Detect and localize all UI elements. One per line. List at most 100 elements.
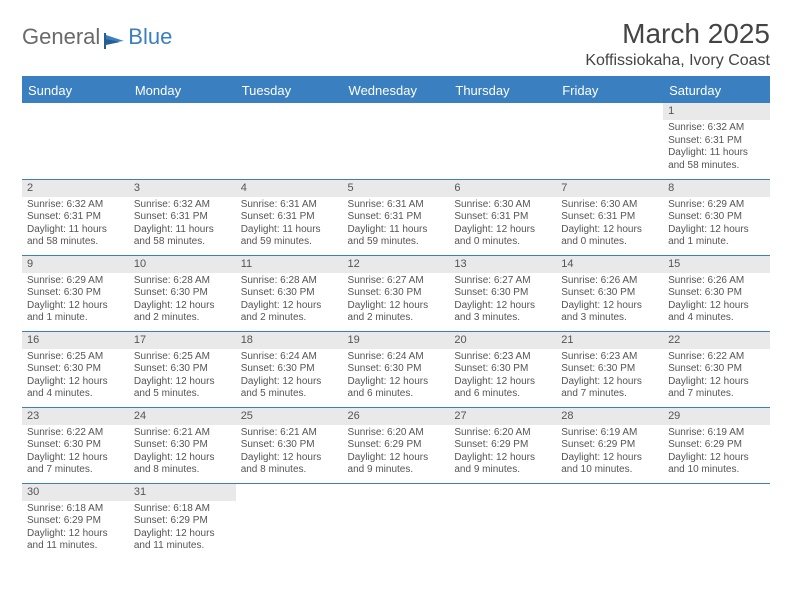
day-content: Sunrise: 6:18 AMSunset: 6:29 PMDaylight:… [129,501,236,556]
day-number: 24 [129,408,236,425]
day-content: Sunrise: 6:32 AMSunset: 6:31 PMDaylight:… [129,197,236,252]
calendar-cell: 1Sunrise: 6:32 AMSunset: 6:31 PMDaylight… [663,103,770,179]
day-content: Sunrise: 6:31 AMSunset: 6:31 PMDaylight:… [236,197,343,252]
day-line: Daylight: 12 hours and 1 minute. [668,224,765,249]
day-line: Daylight: 11 hours and 59 minutes. [241,224,338,249]
calendar-cell [449,103,556,179]
day-content: Sunrise: 6:27 AMSunset: 6:30 PMDaylight:… [343,273,450,328]
calendar-cell: 6Sunrise: 6:30 AMSunset: 6:31 PMDaylight… [449,179,556,255]
calendar-cell: 26Sunrise: 6:20 AMSunset: 6:29 PMDayligh… [343,407,450,483]
day-content [556,107,663,112]
calendar-cell: 16Sunrise: 6:25 AMSunset: 6:30 PMDayligh… [22,331,129,407]
day-line: Daylight: 12 hours and 3 minutes. [561,300,658,325]
day-content: Sunrise: 6:30 AMSunset: 6:31 PMDaylight:… [449,197,556,252]
day-line: Sunset: 6:29 PM [27,515,124,528]
day-content [556,488,663,493]
day-number: 30 [22,484,129,501]
day-line: Sunset: 6:30 PM [27,363,124,376]
calendar-cell: 4Sunrise: 6:31 AMSunset: 6:31 PMDaylight… [236,179,343,255]
day-line: Sunset: 6:29 PM [668,439,765,452]
day-line: Sunset: 6:30 PM [561,363,658,376]
day-line: Sunrise: 6:28 AM [241,275,338,288]
day-line: Sunset: 6:30 PM [134,363,231,376]
day-number: 19 [343,332,450,349]
day-number: 28 [556,408,663,425]
day-line: Sunrise: 6:29 AM [668,199,765,212]
calendar-table: SundayMondayTuesdayWednesdayThursdayFrid… [22,78,770,559]
logo-text-1: General [22,24,100,50]
day-line: Sunrise: 6:27 AM [348,275,445,288]
day-number: 21 [556,332,663,349]
day-number: 27 [449,408,556,425]
logo-flag-icon [104,29,126,45]
calendar-cell: 31Sunrise: 6:18 AMSunset: 6:29 PMDayligh… [129,483,236,559]
day-line: Daylight: 12 hours and 3 minutes. [454,300,551,325]
day-content: Sunrise: 6:19 AMSunset: 6:29 PMDaylight:… [556,425,663,480]
day-line: Daylight: 12 hours and 2 minutes. [348,300,445,325]
day-content [449,107,556,112]
calendar-cell [343,483,450,559]
day-line: Sunset: 6:31 PM [241,211,338,224]
day-line: Sunrise: 6:20 AM [454,427,551,440]
day-number: 22 [663,332,770,349]
day-line: Sunset: 6:30 PM [241,287,338,300]
day-content: Sunrise: 6:30 AMSunset: 6:31 PMDaylight:… [556,197,663,252]
weekday-header: Saturday [663,78,770,103]
day-content [663,488,770,493]
calendar-cell: 14Sunrise: 6:26 AMSunset: 6:30 PMDayligh… [556,255,663,331]
calendar-cell: 25Sunrise: 6:21 AMSunset: 6:30 PMDayligh… [236,407,343,483]
day-line: Sunset: 6:29 PM [454,439,551,452]
title-block: March 2025 Koffissiokaha, Ivory Coast [585,18,770,70]
calendar-cell: 5Sunrise: 6:31 AMSunset: 6:31 PMDaylight… [343,179,450,255]
day-line: Daylight: 12 hours and 5 minutes. [134,376,231,401]
day-content: Sunrise: 6:31 AMSunset: 6:31 PMDaylight:… [343,197,450,252]
day-line: Sunrise: 6:32 AM [668,122,765,135]
calendar-cell: 29Sunrise: 6:19 AMSunset: 6:29 PMDayligh… [663,407,770,483]
calendar-cell [236,483,343,559]
day-content: Sunrise: 6:22 AMSunset: 6:30 PMDaylight:… [663,349,770,404]
day-number: 2 [22,180,129,197]
day-line: Daylight: 12 hours and 8 minutes. [134,452,231,477]
day-content [22,107,129,112]
calendar-cell [129,103,236,179]
day-content [236,107,343,112]
day-line: Daylight: 12 hours and 8 minutes. [241,452,338,477]
day-line: Sunrise: 6:30 AM [454,199,551,212]
day-line: Daylight: 12 hours and 10 minutes. [561,452,658,477]
day-number: 14 [556,256,663,273]
day-line: Daylight: 12 hours and 7 minutes. [668,376,765,401]
day-line: Sunset: 6:31 PM [348,211,445,224]
weekday-header: Friday [556,78,663,103]
day-line: Sunrise: 6:19 AM [561,427,658,440]
day-line: Daylight: 12 hours and 9 minutes. [454,452,551,477]
day-line: Daylight: 11 hours and 58 minutes. [668,147,765,172]
day-line: Sunrise: 6:26 AM [668,275,765,288]
day-line: Daylight: 11 hours and 58 minutes. [27,224,124,249]
day-number: 8 [663,180,770,197]
day-number: 7 [556,180,663,197]
calendar-cell: 10Sunrise: 6:28 AMSunset: 6:30 PMDayligh… [129,255,236,331]
day-number: 31 [129,484,236,501]
calendar-cell [236,103,343,179]
day-content: Sunrise: 6:27 AMSunset: 6:30 PMDaylight:… [449,273,556,328]
day-line: Sunset: 6:30 PM [348,287,445,300]
day-number: 6 [449,180,556,197]
day-line: Sunset: 6:31 PM [668,135,765,148]
calendar-week-row: 1Sunrise: 6:32 AMSunset: 6:31 PMDaylight… [22,103,770,179]
day-line: Sunrise: 6:21 AM [241,427,338,440]
day-content: Sunrise: 6:26 AMSunset: 6:30 PMDaylight:… [556,273,663,328]
day-line: Daylight: 12 hours and 6 minutes. [348,376,445,401]
calendar-cell: 23Sunrise: 6:22 AMSunset: 6:30 PMDayligh… [22,407,129,483]
day-line: Daylight: 12 hours and 11 minutes. [27,528,124,553]
day-content: Sunrise: 6:25 AMSunset: 6:30 PMDaylight:… [22,349,129,404]
day-number: 26 [343,408,450,425]
day-content: Sunrise: 6:20 AMSunset: 6:29 PMDaylight:… [449,425,556,480]
day-content: Sunrise: 6:19 AMSunset: 6:29 PMDaylight:… [663,425,770,480]
calendar-cell: 7Sunrise: 6:30 AMSunset: 6:31 PMDaylight… [556,179,663,255]
day-line: Sunrise: 6:24 AM [348,351,445,364]
calendar-week-row: 16Sunrise: 6:25 AMSunset: 6:30 PMDayligh… [22,331,770,407]
calendar-week-row: 2Sunrise: 6:32 AMSunset: 6:31 PMDaylight… [22,179,770,255]
day-content: Sunrise: 6:28 AMSunset: 6:30 PMDaylight:… [129,273,236,328]
calendar-cell [343,103,450,179]
day-line: Sunrise: 6:23 AM [454,351,551,364]
